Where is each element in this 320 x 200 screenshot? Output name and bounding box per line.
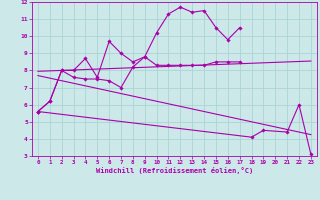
X-axis label: Windchill (Refroidissement éolien,°C): Windchill (Refroidissement éolien,°C) [96,167,253,174]
